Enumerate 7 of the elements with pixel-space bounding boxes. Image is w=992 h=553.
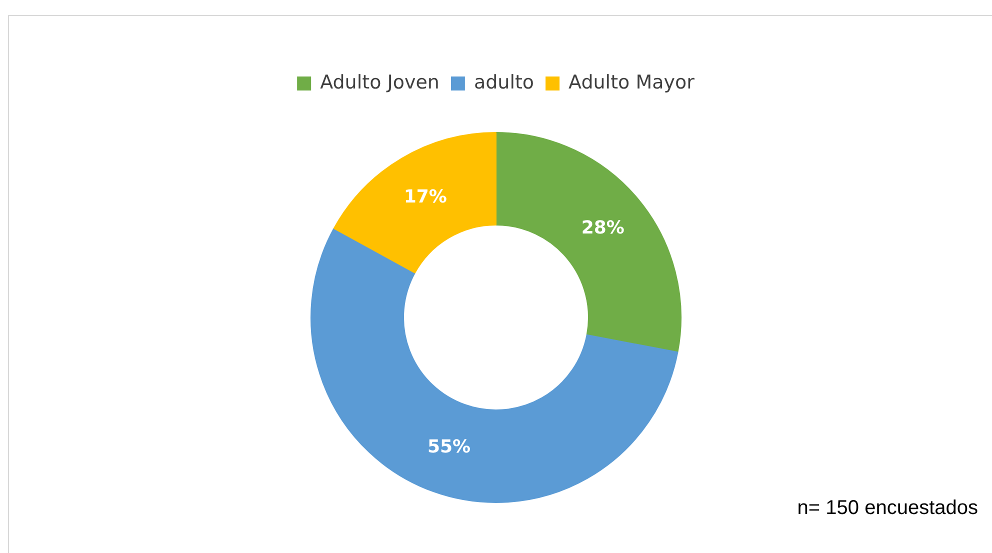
legend-label: Adulto Mayor: [568, 71, 695, 94]
text: n= 150 encuestados: [797, 497, 978, 520]
data-label: 17%: [404, 186, 447, 208]
legend-label: Adulto Joven: [320, 71, 440, 94]
data-label: 28%: [581, 218, 624, 239]
legend-label: adulto: [474, 71, 534, 94]
data-label: 55%: [427, 436, 471, 458]
